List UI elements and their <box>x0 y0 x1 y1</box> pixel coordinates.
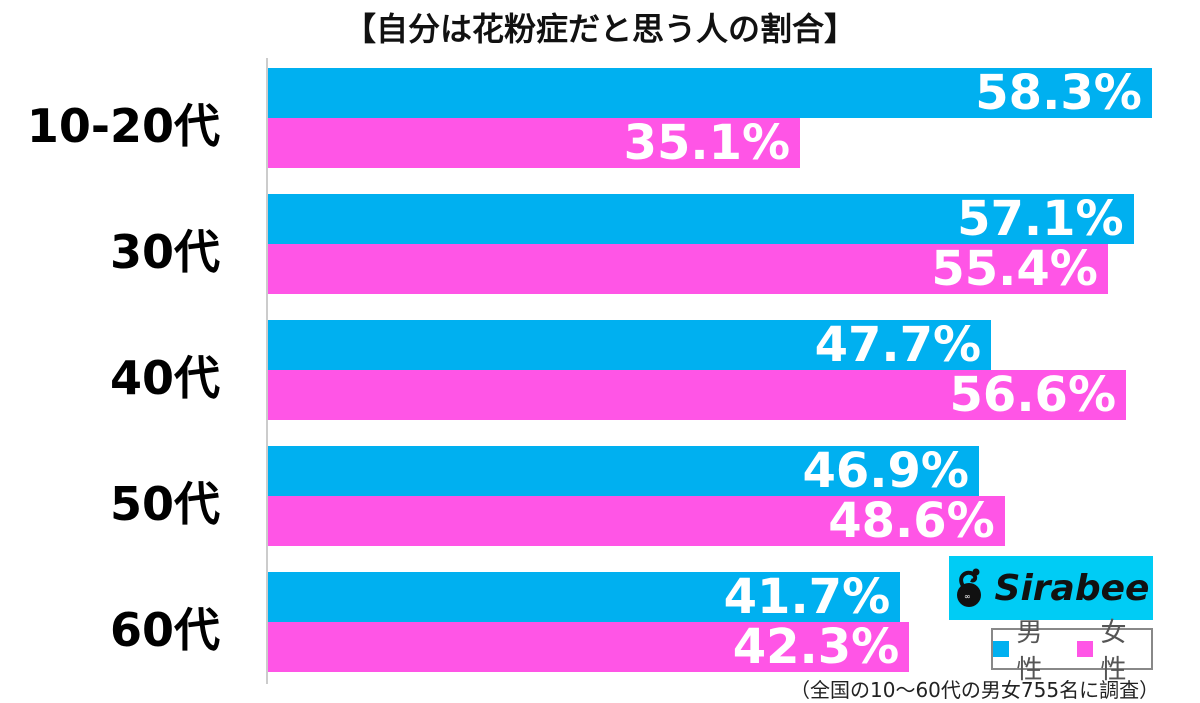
bar-value-label: 57.1% <box>957 191 1124 247</box>
sirabee-mascot-icon: ∞ <box>956 568 981 607</box>
category-label: 10-20代 <box>26 99 220 153</box>
bar-value-label: 48.6% <box>828 493 995 549</box>
bar-male: 57.1% <box>268 191 1134 247</box>
bar-female: 56.6% <box>268 367 1127 423</box>
logo-text: Sirabee <box>994 567 1150 609</box>
legend-swatch-male <box>993 641 1009 657</box>
bar-female: 55.4% <box>268 241 1108 297</box>
bar-value-label: 41.7% <box>723 569 891 625</box>
category-label: 50代 <box>109 477 220 531</box>
chart-title: 【自分は花粉症だと思う人の割合】 <box>343 10 856 48</box>
bar-male: 41.7% <box>268 569 901 625</box>
bar-male: 46.9% <box>268 443 979 499</box>
bar-value-label: 58.3% <box>975 65 1142 121</box>
bar-value-label: 46.9% <box>802 443 969 499</box>
bar-female: 35.1% <box>268 115 801 171</box>
sirabee-logo: ∞ Sirabee <box>949 556 1153 620</box>
bar-value-label: 35.1% <box>623 115 791 171</box>
category-label: 30代 <box>109 225 220 279</box>
survey-note: （全国の10〜60代の男女755名に調査） <box>790 678 1160 702</box>
bar-female: 48.6% <box>268 493 1005 549</box>
bar-female: 42.3% <box>268 619 910 675</box>
bar-value-label: 55.4% <box>931 241 1098 297</box>
category-label: 60代 <box>109 603 220 657</box>
bar-value-label: 56.6% <box>949 367 1117 423</box>
legend-label-female: 女性 <box>1100 618 1127 685</box>
category-label: 40代 <box>109 351 220 405</box>
legend-label-male: 男性 <box>1016 618 1043 685</box>
bar-male: 58.3% <box>268 65 1152 121</box>
bar-value-label: 42.3% <box>732 619 900 675</box>
legend-swatch-female <box>1077 641 1093 657</box>
bar-male: 47.7% <box>268 317 992 373</box>
legend: 男性 女性 <box>991 618 1153 685</box>
svg-text:∞: ∞ <box>964 592 971 601</box>
bar-value-label: 47.7% <box>814 317 982 373</box>
y-axis-line <box>266 58 268 684</box>
